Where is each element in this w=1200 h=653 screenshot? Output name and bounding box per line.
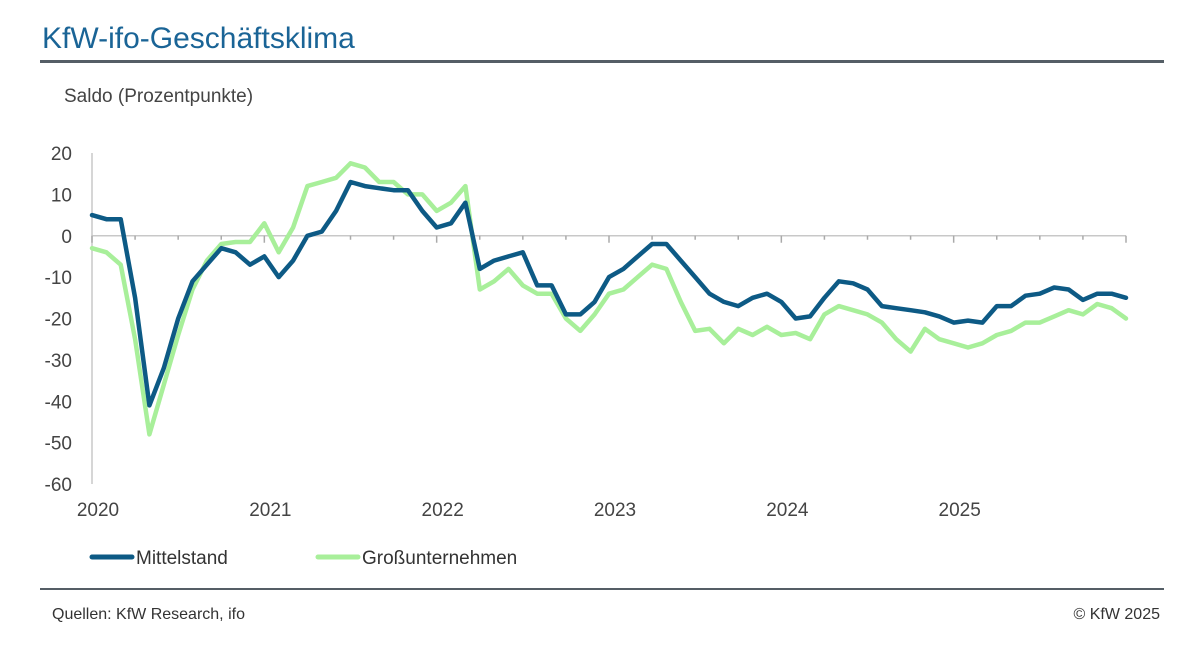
x-tick-label: 2021: [249, 500, 291, 521]
footer-divider: [40, 588, 1164, 590]
x-tick-label: 2025: [939, 500, 981, 521]
series-line-grossunternehmen: [89, 161, 1129, 437]
x-tick-label: 2020: [77, 500, 119, 521]
series-lines: [89, 161, 1129, 437]
y-tick-label: -40: [45, 392, 72, 413]
legend: Mittelstand Großunternehmen: [89, 548, 517, 569]
y-tick-label: 0: [61, 227, 72, 248]
y-tick-label: 10: [51, 185, 72, 206]
x-axis: 2020 2021 2022 2023 2024 2025: [77, 235, 1127, 521]
x-tick-label: 2024: [766, 500, 809, 521]
y-axis: 20 10 0 -10 -20 -30 -40 -50 -60: [45, 144, 93, 496]
y-axis-label: Saldo (Prozentpunkte): [64, 86, 253, 107]
y-tick-label: -50: [45, 434, 72, 455]
series-line-mittelstand: [89, 179, 1129, 408]
chart-title: KfW-ifo-Geschäftsklima: [42, 22, 355, 55]
legend-label: Mittelstand: [136, 548, 228, 569]
y-tick-label: -20: [45, 310, 72, 331]
source-note: Quellen: KfW Research, ifo: [52, 606, 245, 623]
y-tick-label: -10: [45, 268, 72, 289]
x-tick-label: 2022: [422, 500, 464, 521]
copyright-note: © KfW 2025: [1073, 606, 1161, 623]
y-tick-label: 20: [51, 144, 72, 165]
y-tick-label: -60: [45, 475, 72, 496]
header-divider: [40, 60, 1164, 63]
y-tick-label: -30: [45, 351, 72, 372]
legend-label: Großunternehmen: [362, 548, 517, 569]
x-tick-label: 2023: [594, 500, 636, 521]
